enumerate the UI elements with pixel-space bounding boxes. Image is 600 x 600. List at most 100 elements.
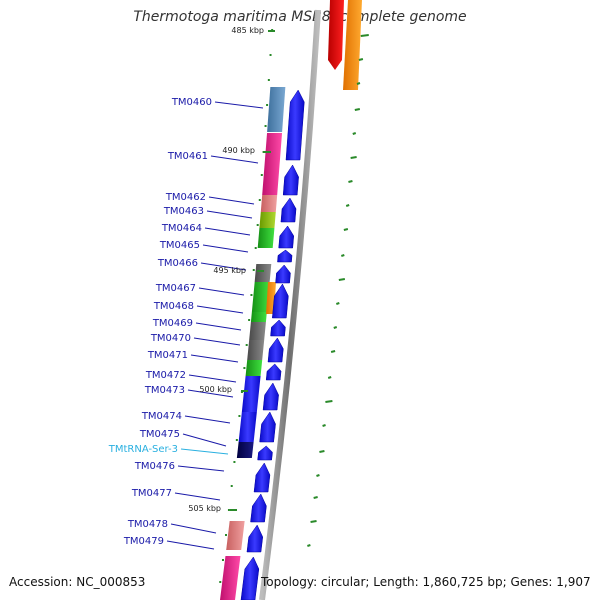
gene-leader-line xyxy=(208,196,255,205)
reverse-gene-block xyxy=(257,228,275,248)
forward-gene-arrow xyxy=(267,337,284,363)
forward-gene-arrow xyxy=(282,164,299,196)
gene-leader-line xyxy=(202,244,249,253)
reverse-gene-block xyxy=(254,264,272,282)
gene-label: TM0467 xyxy=(155,283,196,294)
gc-content-tick xyxy=(358,58,364,61)
forward-gene-arrow xyxy=(272,283,289,319)
gc-content-tick xyxy=(348,180,353,183)
scale-marks: 485 kbp 490 kbp 495 kbp 500 kbp 505 kbp xyxy=(188,26,275,513)
gene-label: TM0474 xyxy=(141,411,182,422)
forward-gene-arrow xyxy=(259,411,276,443)
gene-block-red xyxy=(328,0,344,70)
gene-leader-line xyxy=(180,448,229,455)
forward-gene-arrow xyxy=(240,556,260,600)
gc-content-tick xyxy=(350,156,357,159)
gc-content-tick xyxy=(313,496,318,499)
gene-leader-line xyxy=(200,262,247,271)
reverse-gene-block xyxy=(236,442,254,458)
reverse-gene-block xyxy=(226,521,245,550)
gc-content-tick xyxy=(327,376,332,379)
gene-label: TM0475 xyxy=(139,429,180,440)
gene-leader-line xyxy=(188,374,237,383)
gene-label: TM0460 xyxy=(171,97,212,108)
gene-leader-line xyxy=(187,389,234,398)
gene-leader-line xyxy=(184,415,231,424)
scale-label: 490 kbp xyxy=(222,146,255,155)
gene-leader-line xyxy=(193,337,241,346)
forward-gene-arrow xyxy=(275,264,291,284)
gene-leader-line xyxy=(196,305,244,314)
forward-gene-arrow xyxy=(280,197,297,223)
gene-leader-line xyxy=(214,101,264,109)
gc-content-track xyxy=(219,29,369,583)
scale-label: 485 kbp xyxy=(231,26,264,35)
gene-label: TMtRNA-Ser-3 xyxy=(108,444,178,455)
reverse-gene-block xyxy=(262,133,283,195)
forward-gene-arrow xyxy=(285,89,305,161)
forward-gene-arrow xyxy=(277,249,293,263)
reverse-gene-block xyxy=(259,212,276,228)
genome-summary-text: Topology: circular; Length: 1,860,725 bp… xyxy=(261,575,591,589)
gc-content-tick xyxy=(330,350,336,353)
gc-content-tick xyxy=(356,82,361,85)
forward-gene-arrow xyxy=(250,493,267,523)
scale-label: 505 kbp xyxy=(188,504,221,513)
gc-content-tick xyxy=(319,450,325,453)
gene-block-orange xyxy=(343,0,362,90)
gc-content-tick xyxy=(336,302,340,305)
gene-leader-line xyxy=(174,492,221,501)
gc-content-tick xyxy=(333,326,338,329)
gc-content-tick xyxy=(352,132,357,135)
gene-leader-line xyxy=(198,287,245,296)
map-title: Thermotoga maritima MSB8, complete genom… xyxy=(133,9,467,25)
gene-label: TM0464 xyxy=(161,223,202,234)
gene-leader-line xyxy=(177,465,225,472)
gene-label: TM0472 xyxy=(145,370,186,381)
gene-label: TM0461 xyxy=(167,151,208,162)
reverse-gene-block xyxy=(251,282,270,312)
gc-content-tick xyxy=(325,400,333,403)
gene-leader-line xyxy=(190,354,239,363)
reverse-gene-block xyxy=(220,556,241,600)
forward-gene-arrow xyxy=(257,445,273,461)
gene-leader-line xyxy=(210,155,259,164)
forward-gene-arrow xyxy=(270,319,286,337)
gc-content-tick xyxy=(360,34,369,37)
gc-content-tick xyxy=(340,254,345,257)
forward-gene-arrow xyxy=(262,382,279,411)
gc-content-tick xyxy=(343,228,349,231)
gc-content-tick xyxy=(345,204,350,207)
gene-label: TM0466 xyxy=(157,258,198,269)
gene-label: TM0465 xyxy=(159,240,200,251)
gene-label: TM0471 xyxy=(147,350,188,361)
gene-label: TM0470 xyxy=(150,333,191,344)
gc-content-tick xyxy=(354,108,361,111)
forward-gene-arrow xyxy=(253,462,271,493)
gc-content-tick xyxy=(307,544,311,547)
gene-label: TM0478 xyxy=(127,519,168,530)
gc-content-tick xyxy=(316,474,320,477)
gene-label: TM0479 xyxy=(123,536,164,547)
gene-labels: TM0460 TM0461 TM0462 TM0463 TM0464 TM0465 TM04… xyxy=(108,97,264,550)
gene-leader-line xyxy=(204,227,251,236)
gc-content-tick xyxy=(338,278,346,281)
gene-label: TM0463 xyxy=(163,206,204,217)
reverse-gene-block xyxy=(247,340,265,360)
reverse-gene-block xyxy=(267,87,286,132)
scale-label: 495 kbp xyxy=(213,266,246,275)
scale-label: 500 kbp xyxy=(199,385,232,394)
outer-ring-features xyxy=(328,0,362,90)
gene-label: TM0468 xyxy=(153,301,194,312)
reverse-gene-block xyxy=(241,376,261,412)
gene-label: TM0476 xyxy=(134,461,175,472)
gene-leader-line xyxy=(206,210,253,219)
forward-strand-genes xyxy=(240,89,305,600)
reverse-gene-block xyxy=(245,360,263,376)
forward-gene-arrow xyxy=(246,524,264,553)
gene-leader-line xyxy=(195,322,242,331)
reverse-gene-block xyxy=(249,322,266,340)
gene-label: TM0469 xyxy=(152,318,193,329)
